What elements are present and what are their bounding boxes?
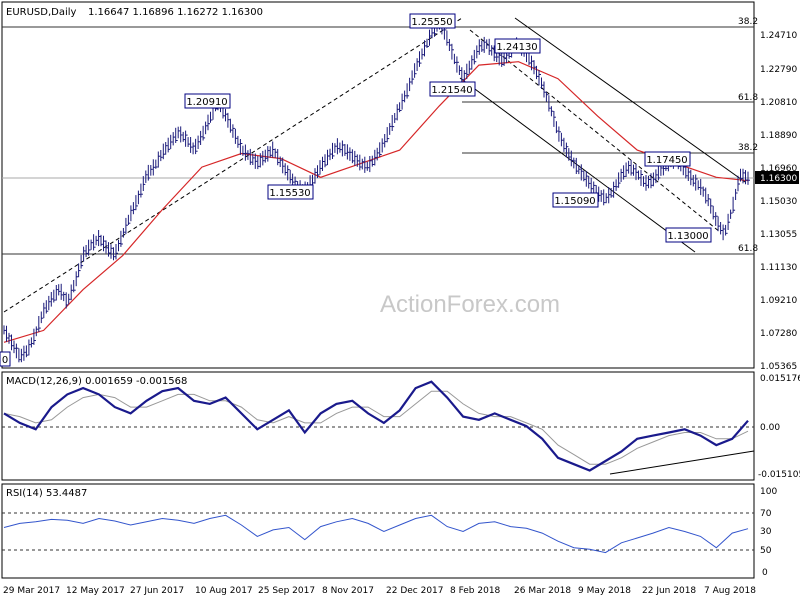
tag-corner: 0 bbox=[0, 351, 11, 367]
tag-1-13000-text: 1.13000 bbox=[667, 231, 708, 242]
channel-lower bbox=[459, 77, 696, 253]
fib-label-382-lower: 38.2 bbox=[738, 143, 758, 153]
tag-1-20910-text: 1.20910 bbox=[186, 97, 227, 108]
macd-trendline bbox=[609, 450, 755, 475]
price-tick: 1.11130 bbox=[760, 263, 797, 273]
macd-panel bbox=[1, 371, 755, 481]
tag-1-17450-text: 1.17450 bbox=[646, 155, 687, 166]
rsi-tick-100: 100 bbox=[760, 487, 777, 497]
tag-corner-text: 0 bbox=[2, 355, 8, 366]
price-tick: 1.13055 bbox=[760, 230, 797, 240]
tag-1-17450: 1.17450 bbox=[644, 151, 691, 167]
price-tick: 1.05365 bbox=[760, 362, 797, 372]
fib-label-618-lower: 61.8 bbox=[738, 244, 758, 254]
tag-1-15090-text: 1.15090 bbox=[554, 196, 595, 207]
tag-1-15530: 1.15530 bbox=[267, 184, 314, 200]
price-tick: 1.20810 bbox=[760, 98, 797, 108]
macd-tick-top: 0.015176 bbox=[760, 374, 800, 384]
price-tick: 1.16960 bbox=[760, 164, 797, 174]
ohlc-readout: 1.16647 1.16896 1.16272 1.16300 bbox=[88, 7, 263, 18]
tag-1-25550-text: 1.25550 bbox=[411, 17, 452, 28]
watermark: ActionForex.com bbox=[380, 291, 560, 318]
price-tick: 1.07280 bbox=[760, 329, 797, 339]
x-tick: 22 Jun 2018 bbox=[642, 586, 696, 596]
falling-trendline bbox=[469, 29, 721, 233]
rsi-tick-70: 70 bbox=[760, 509, 772, 519]
rsi-panel bbox=[1, 483, 755, 579]
price-tick: 1.18890 bbox=[760, 131, 797, 141]
macd-line bbox=[3, 380, 749, 472]
macd-tick-zero: 0.00 bbox=[760, 423, 780, 433]
tag-1-15090: 1.15090 bbox=[552, 192, 599, 208]
channel-upper bbox=[514, 17, 746, 183]
price-tags: 1.25550 1.24130 1.21540 1.20910 1.15530 … bbox=[0, 13, 712, 367]
macd-title: MACD(12,26,9) 0.001659 -0.001568 bbox=[6, 376, 187, 387]
rsi-title: RSI(14) 53.4487 bbox=[6, 488, 87, 499]
x-axis: 29 Mar 2017 12 May 2017 27 Jun 2017 10 A… bbox=[3, 586, 756, 596]
fib-label-618-upper: 61.8 bbox=[738, 93, 758, 103]
trend-lines bbox=[3, 17, 746, 313]
tag-1-25550: 1.25550 bbox=[409, 13, 456, 29]
tag-1-13000: 1.13000 bbox=[665, 227, 712, 243]
x-tick: 26 Mar 2018 bbox=[514, 586, 571, 596]
rsi-tick-0: 0 bbox=[762, 568, 768, 578]
tag-1-21540: 1.21540 bbox=[429, 81, 476, 97]
price-panel bbox=[1, 1, 755, 369]
price-tick: 1.24710 bbox=[760, 31, 797, 41]
x-tick: 8 Nov 2017 bbox=[322, 586, 374, 596]
tag-1-24130-text: 1.24130 bbox=[496, 42, 537, 53]
x-tick: 25 Sep 2017 bbox=[258, 586, 315, 596]
price-axis: 1.24710 1.22790 1.20810 1.18890 1.16960 … bbox=[755, 31, 799, 372]
x-tick: 10 Aug 2017 bbox=[195, 586, 253, 596]
macd-tick-bottom: -0.015105 bbox=[758, 470, 800, 480]
x-tick: 29 Mar 2017 bbox=[3, 586, 60, 596]
fib-label-top: 38.2 bbox=[738, 17, 758, 27]
x-tick: 9 May 2018 bbox=[578, 586, 631, 596]
tag-1-24130: 1.24130 bbox=[494, 38, 541, 54]
fib-lines bbox=[2, 26, 754, 255]
rsi-tick-50: 50 bbox=[760, 546, 772, 556]
price-tick: 1.09210 bbox=[760, 296, 797, 306]
price-tick: 1.15030 bbox=[760, 197, 797, 207]
tag-1-20910: 1.20910 bbox=[184, 93, 231, 109]
x-tick: 12 May 2017 bbox=[66, 586, 125, 596]
tag-1-21540-text: 1.21540 bbox=[431, 85, 472, 96]
x-tick: 7 Aug 2018 bbox=[704, 586, 756, 596]
price-tick: 1.22790 bbox=[760, 65, 797, 75]
x-tick: 27 Jun 2017 bbox=[130, 586, 184, 596]
x-tick: 22 Dec 2017 bbox=[386, 586, 444, 596]
rsi-line bbox=[3, 514, 749, 554]
x-tick: 8 Feb 2018 bbox=[450, 586, 501, 596]
current-price-tag bbox=[755, 171, 799, 184]
rsi-tick-30: 30 bbox=[760, 527, 772, 537]
current-price-text: 1.16300 bbox=[760, 174, 797, 184]
symbol-label: EURUSD,Daily bbox=[6, 7, 77, 18]
tag-1-15530-text: 1.15530 bbox=[269, 188, 310, 199]
macd-signal-line bbox=[3, 390, 749, 465]
